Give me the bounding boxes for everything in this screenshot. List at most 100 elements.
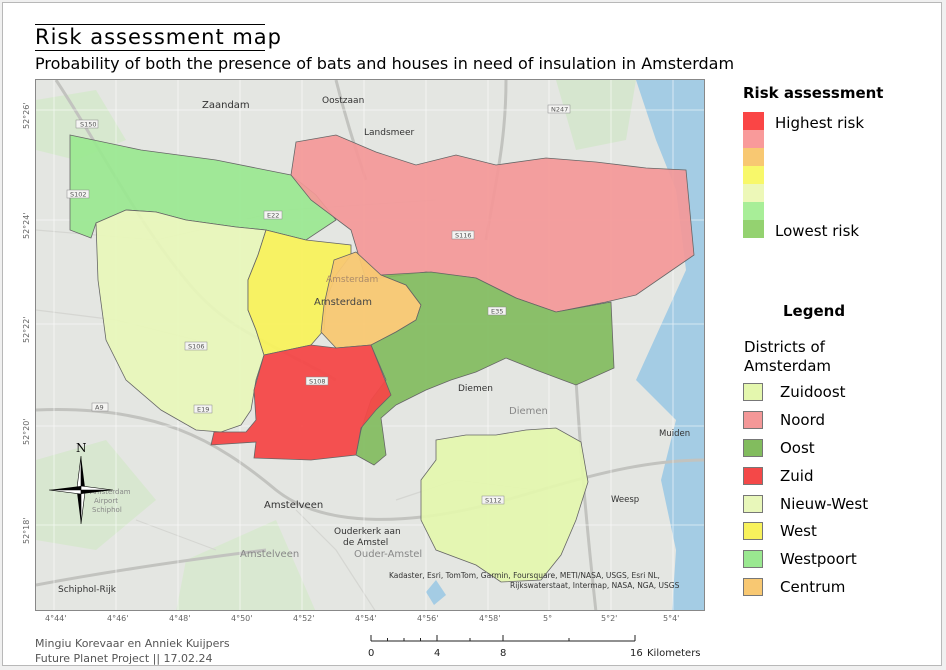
- district-west[interactable]: [247, 229, 352, 356]
- legend-swatch-nieuw-west: [743, 495, 763, 513]
- legend-label-westpoort: Westpoort: [780, 550, 857, 568]
- map-canvas[interactable]: S150 N247 S102 E22 S116 S106 S108 E35 A9…: [36, 80, 705, 611]
- district-oost[interactable]: [355, 271, 615, 466]
- place-airport-2: Airport: [94, 497, 118, 505]
- legend-label-zuidoost: Zuidoost: [780, 383, 846, 401]
- lon-tick: 4°46': [107, 614, 129, 623]
- risk-swatch: [743, 220, 764, 238]
- place-amsterdam: Amsterdam: [314, 297, 372, 308]
- park-area: [176, 520, 316, 610]
- risk-high-label: Highest risk: [775, 114, 865, 132]
- legend-swatch-zuid: [743, 467, 763, 485]
- legend-swatch-west: [743, 522, 763, 540]
- attribution-line-2: Rijkswaterstaat, Intermap, NASA, NGA, US…: [510, 581, 680, 590]
- lon-tick: 4°56': [417, 614, 439, 623]
- risk-swatch: [743, 148, 764, 166]
- place-schiphol-rijk: Schiphol-Rijk: [58, 585, 117, 595]
- road-label-s108: S108: [309, 378, 326, 386]
- place-ouder-amstel: Ouder-Amstel: [354, 549, 422, 560]
- lon-tick: 4°48': [169, 614, 191, 623]
- legend-swatch-oost: [743, 439, 763, 457]
- risk-legend-heading: Risk assessment: [743, 84, 884, 102]
- legend-label-zuid: Zuid: [780, 467, 814, 485]
- lon-tick: 5°: [543, 614, 553, 623]
- lon-tick: 5°2': [601, 614, 618, 623]
- place-airport-1: Amsterdam: [90, 488, 131, 496]
- road-label-n247: N247: [551, 106, 568, 114]
- title-overline: [35, 24, 265, 25]
- credits-authors: Mingiu Korevaar en Anniek Kuijpers: [35, 637, 230, 650]
- lon-tick: 5°4': [663, 614, 680, 623]
- legend-label-oost: Oost: [780, 439, 815, 457]
- district-legend-subheading: Districts of: [744, 338, 825, 356]
- lon-tick: 4°52': [293, 614, 315, 623]
- risk-swatch: [743, 166, 764, 184]
- scale-tick-label: 4: [434, 648, 441, 659]
- road-label-s150: S150: [80, 121, 97, 129]
- scale-tick-label: 8: [500, 648, 507, 659]
- risk-swatch: [743, 184, 764, 202]
- road-label-e35: E35: [491, 308, 503, 316]
- scale-tick-label: 16: [630, 648, 643, 659]
- map-title: Risk assessment map: [35, 25, 283, 49]
- place-oostzaan: Oostzaan: [322, 96, 364, 106]
- risk-low-label: Lowest risk: [775, 222, 860, 240]
- lon-tick: 4°44': [45, 614, 67, 623]
- legend-label-centrum: Centrum: [780, 578, 846, 596]
- road-label-s106: S106: [188, 343, 205, 351]
- place-amsterdam-faint: Amsterdam: [326, 275, 378, 285]
- risk-swatch: [743, 202, 764, 220]
- lat-tick: 52°18': [22, 517, 31, 544]
- lat-tick: 52°20': [22, 418, 31, 445]
- north-arrow: N: [48, 441, 114, 525]
- scale-tick-label: 0: [368, 648, 375, 659]
- map-subtitle: Probability of both the presence of bats…: [35, 54, 735, 73]
- credits-project: Future Planet Project || 17.02.24: [35, 652, 213, 665]
- legend-swatch-centrum: [743, 578, 763, 596]
- title-underline: [35, 50, 265, 51]
- road-label-a9: A9: [95, 404, 104, 412]
- legend-swatch-zuidoost: [743, 383, 763, 401]
- risk-swatch: [743, 130, 764, 148]
- place-diemen-faint: Diemen: [509, 406, 548, 417]
- legend-label-nieuw-west: Nieuw-West: [780, 495, 869, 513]
- district-legend-heading: Legend: [783, 302, 846, 320]
- attribution-line-1: Kadaster, Esri, TomTom, Garmin, Foursqua…: [389, 571, 660, 580]
- lat-tick: 52°24': [22, 212, 31, 239]
- road-label-s102: S102: [70, 191, 87, 199]
- place-airport-3: Schiphol: [92, 506, 122, 514]
- place-weesp: Weesp: [611, 495, 639, 505]
- place-labels: Zaandam Oostzaan Landsmeer Amsterdam Ams…: [58, 96, 690, 595]
- scale-bar: [370, 635, 636, 642]
- lat-tick: 52°22': [22, 316, 31, 343]
- legend-label-west: West: [780, 522, 817, 540]
- road-label-e22: E22: [267, 212, 279, 220]
- map-frame[interactable]: S150 N247 S102 E22 S116 S106 S108 E35 A9…: [35, 79, 705, 611]
- north-arrow-label: N: [76, 441, 87, 455]
- road-label-s112: S112: [485, 497, 502, 505]
- legend-swatch-westpoort: [743, 550, 763, 568]
- risk-swatch: [743, 112, 764, 130]
- place-ouderkerk-2: de Amstel: [343, 538, 388, 548]
- park-area: [36, 440, 156, 550]
- lat-tick: 52°26': [22, 102, 31, 129]
- district-legend-subheading: Amsterdam: [744, 357, 832, 375]
- park-area: [556, 80, 636, 150]
- lon-tick: 4°54': [355, 614, 377, 623]
- place-ouderkerk-1: Ouderkerk aan: [334, 527, 401, 537]
- road-shields: S150 N247 S102 E22 S116 S106 S108 E35 A9…: [66, 104, 571, 505]
- lon-tick: 4°50': [231, 614, 253, 623]
- place-amstelveen-faint: Amstelveen: [240, 549, 299, 560]
- road-label-e19: E19: [197, 406, 209, 414]
- place-amstelveen: Amstelveen: [264, 500, 323, 511]
- place-diemen: Diemen: [458, 384, 493, 394]
- place-muiden: Muiden: [659, 429, 690, 439]
- district-zuid[interactable]: [210, 344, 392, 461]
- road-label-s116: S116: [455, 232, 472, 240]
- district-zuidoost[interactable]: [420, 427, 589, 583]
- place-zaandam: Zaandam: [202, 100, 250, 111]
- water-lake: [426, 580, 446, 605]
- legend-swatch-noord: [743, 411, 763, 429]
- legend-label-noord: Noord: [780, 411, 825, 429]
